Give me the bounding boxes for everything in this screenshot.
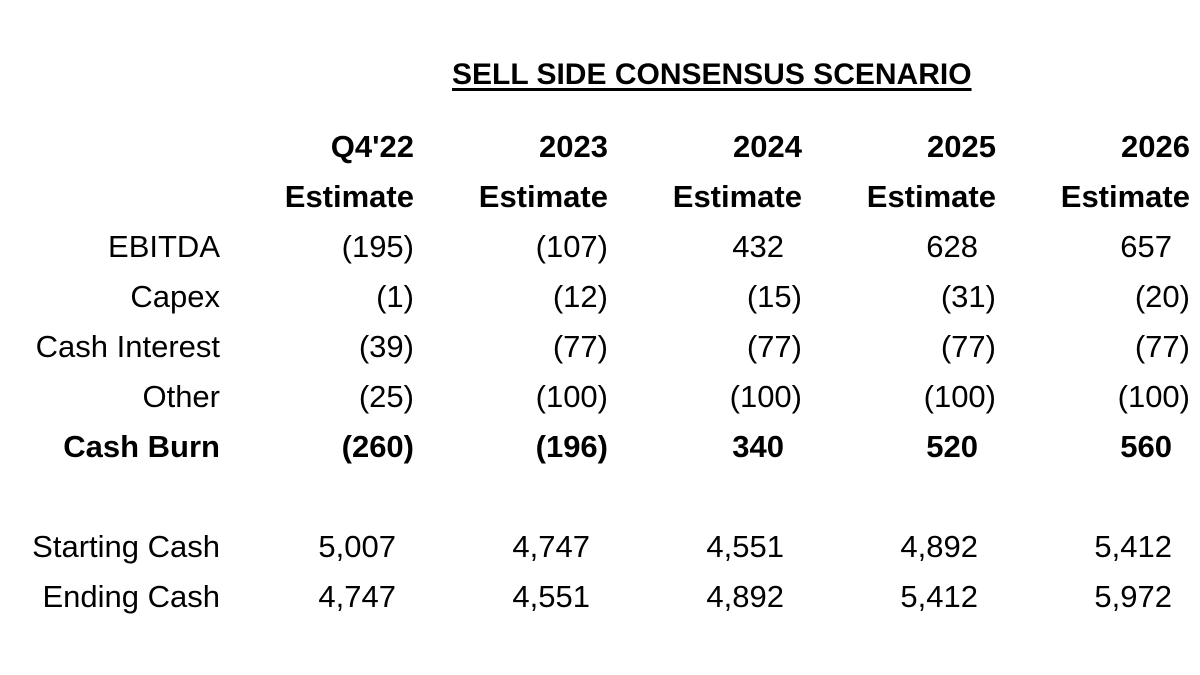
table-cell: (77): [746, 329, 802, 364]
table-cell: (107): [535, 229, 608, 264]
table-cell: 4,892: [706, 579, 784, 614]
row-label: Ending Cash: [42, 579, 220, 614]
table-cell: 340: [732, 429, 784, 464]
table-row-other: Other (25) (100) (100) (100) (100): [0, 372, 1190, 422]
table-cell: 5,412: [1094, 529, 1172, 564]
table-cell: (15): [746, 279, 802, 314]
row-label: Other: [142, 379, 220, 414]
table-cell: 4,551: [706, 529, 784, 564]
table-cell: (20): [1134, 279, 1190, 314]
table-row-cash-interest: Cash Interest (39) (77) (77) (77) (77): [0, 322, 1190, 372]
column-header-year: 2023: [539, 129, 608, 164]
table-cell: 628: [926, 229, 978, 264]
column-header-estimate: Estimate: [672, 179, 802, 214]
column-header-estimate: Estimate: [478, 179, 608, 214]
header-row-year: Q4'22 2023 2024 2025 2026: [0, 122, 1190, 172]
table-cell: 5,972: [1094, 579, 1172, 614]
table-cell: 4,892: [900, 529, 978, 564]
column-header-estimate: Estimate: [284, 179, 414, 214]
table-cell: (39): [358, 329, 414, 364]
table-cell: (100): [729, 379, 802, 414]
table-cell: 5,412: [900, 579, 978, 614]
table-cell: 560: [1120, 429, 1172, 464]
row-label: Cash Interest: [35, 329, 220, 364]
table-cell: 4,551: [512, 579, 590, 614]
table-cell: (260): [341, 429, 414, 464]
table-cell: (1): [376, 279, 414, 314]
table-cell: (77): [1134, 329, 1190, 364]
table-row-cash-burn: Cash Burn (260) (196) 340 520 560: [0, 422, 1190, 472]
table-row-starting-cash: Starting Cash 5,007 4,747 4,551 4,892 5,…: [0, 522, 1190, 572]
column-header-estimate: Estimate: [866, 179, 996, 214]
header-row-estimate: Estimate Estimate Estimate Estimate Esti…: [0, 172, 1190, 222]
table-cell: (77): [552, 329, 608, 364]
table-cell: (77): [940, 329, 996, 364]
table-cell: (100): [1117, 379, 1190, 414]
row-label: Starting Cash: [32, 529, 220, 564]
table-cell: (195): [341, 229, 414, 264]
table-cell: (31): [940, 279, 996, 314]
table-row-ebitda: EBITDA (195) (107) 432 628 657: [0, 222, 1190, 272]
financial-table: Q4'22 2023 2024 2025 2026 Estimate Estim…: [0, 122, 1190, 622]
column-header-year: 2024: [733, 129, 802, 164]
table-row-capex: Capex (1) (12) (15) (31) (20): [0, 272, 1190, 322]
table-cell: 657: [1120, 229, 1172, 264]
row-label: Capex: [130, 279, 220, 314]
header-corner: [0, 122, 220, 172]
table-cell: 432: [732, 229, 784, 264]
column-header-year: 2026: [1121, 129, 1190, 164]
table-cell: 4,747: [512, 529, 590, 564]
table-cell: (100): [535, 379, 608, 414]
spacer-row: [0, 472, 1190, 522]
table-cell: (100): [923, 379, 996, 414]
table-cell: (25): [358, 379, 414, 414]
table-row-ending-cash: Ending Cash 4,747 4,551 4,892 5,412 5,97…: [0, 572, 1190, 622]
page-title: SELL SIDE CONSENSUS SCENARIO: [452, 58, 972, 91]
row-label: EBITDA: [108, 229, 220, 264]
table-cell: (196): [535, 429, 608, 464]
column-header-estimate: Estimate: [1060, 179, 1190, 214]
table-cell: (12): [552, 279, 608, 314]
column-header-year: 2025: [927, 129, 996, 164]
table-cell: 4,747: [318, 579, 396, 614]
header-corner: [0, 172, 220, 222]
row-label: Cash Burn: [63, 429, 220, 464]
column-header-year: Q4'22: [330, 129, 414, 164]
table-cell: 520: [926, 429, 978, 464]
table-cell: 5,007: [318, 529, 396, 564]
